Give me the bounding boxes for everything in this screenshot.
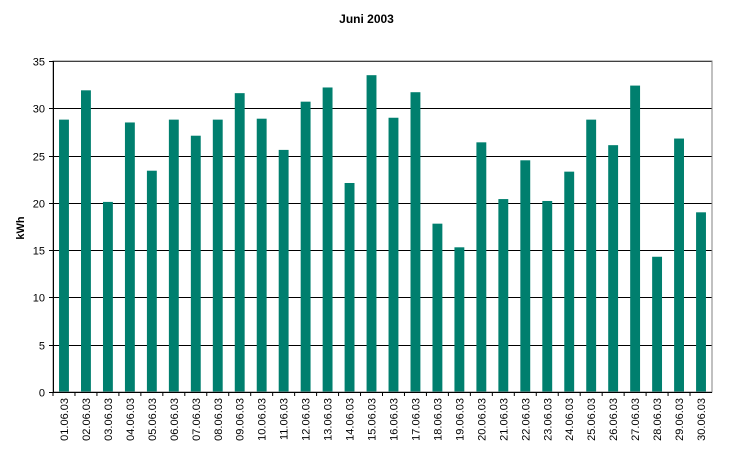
x-tick-label: 06.06.03 [169, 398, 181, 441]
bar [454, 247, 465, 392]
x-tick-label: 29.06.03 [674, 398, 686, 441]
x-tick-label: 20.06.03 [476, 398, 488, 441]
y-tick-label: 25 [33, 152, 45, 164]
bar [322, 87, 333, 392]
x-tick-label: 11.06.03 [279, 398, 291, 440]
x-tick-label: 22.06.03 [520, 398, 532, 441]
bar [608, 145, 619, 392]
axes [49, 60, 713, 396]
bar [124, 122, 135, 392]
bar [498, 199, 509, 392]
x-tick-label: 12.06.03 [301, 398, 313, 441]
x-tick-label: 01.06.03 [59, 398, 71, 441]
y-tick-label: 20 [33, 199, 45, 211]
bar [520, 160, 531, 392]
x-tick-label: 08.06.03 [213, 398, 225, 441]
bar [674, 138, 684, 392]
x-tick-label: 09.06.03 [235, 398, 247, 441]
bar [256, 118, 267, 392]
x-tick-label: 02.06.03 [81, 398, 93, 441]
bar [102, 201, 113, 392]
bar [410, 92, 421, 393]
bar [146, 170, 157, 392]
x-tick-label: 21.06.03 [498, 398, 510, 441]
x-tick-label: 07.06.03 [191, 398, 203, 441]
x-tick-label: 14.06.03 [345, 398, 357, 441]
bar [586, 119, 597, 393]
bar [59, 119, 69, 393]
x-tick-label: 17.06.03 [410, 398, 422, 441]
x-tick-label: 03.06.03 [103, 398, 115, 441]
x-tick-label: 24.06.03 [564, 398, 576, 441]
y-tick-labels: 0 5 10 15 20 25 30 35 [33, 57, 45, 400]
bar [212, 119, 223, 393]
x-tick-label: 15.06.03 [367, 398, 379, 441]
bars [59, 75, 706, 393]
x-tick-label: 10.06.03 [257, 398, 269, 441]
y-axis-label: kWh [15, 216, 27, 240]
x-tick-label: 13.06.03 [323, 398, 335, 441]
bar [190, 135, 201, 392]
x-tick-label: 23.06.03 [542, 398, 554, 441]
bar [542, 200, 553, 392]
x-tick-label: 26.06.03 [608, 398, 620, 441]
bar [81, 90, 91, 393]
x-tick-label: 04.06.03 [125, 398, 137, 441]
x-tick-label: 27.06.03 [630, 398, 642, 441]
y-tick-label: 15 [33, 246, 45, 258]
bar [652, 256, 663, 392]
bar [168, 119, 179, 393]
bar [234, 93, 245, 392]
x-tick-label: 16.06.03 [388, 398, 400, 441]
x-tick-labels: 01.06.03 02.06.03 03.06.03 04.06.03 05.06.03… [59, 398, 708, 441]
bar [300, 101, 311, 392]
bar [630, 85, 641, 393]
bar [344, 182, 355, 392]
y-tick-label: 0 [39, 388, 45, 400]
x-tick-label: 05.06.03 [147, 398, 159, 441]
y-tick-label: 10 [33, 293, 45, 305]
bar [278, 149, 289, 392]
bar [564, 171, 575, 392]
y-tick-label: 35 [33, 57, 45, 69]
x-tick-label: 25.06.03 [586, 398, 598, 441]
bar [388, 117, 399, 392]
x-tick-label: 19.06.03 [454, 398, 466, 441]
x-tick-label: 30.06.03 [696, 398, 708, 441]
y-tick-label: 30 [33, 104, 45, 116]
bar [432, 223, 443, 392]
x-tick-label: 28.06.03 [652, 398, 664, 441]
y-tick-label: 5 [39, 341, 45, 353]
bar [696, 212, 706, 392]
bar [366, 75, 377, 392]
x-tick-label: 18.06.03 [432, 398, 444, 441]
chart-title: Juni 2003 [339, 12, 394, 26]
bar [476, 142, 487, 392]
